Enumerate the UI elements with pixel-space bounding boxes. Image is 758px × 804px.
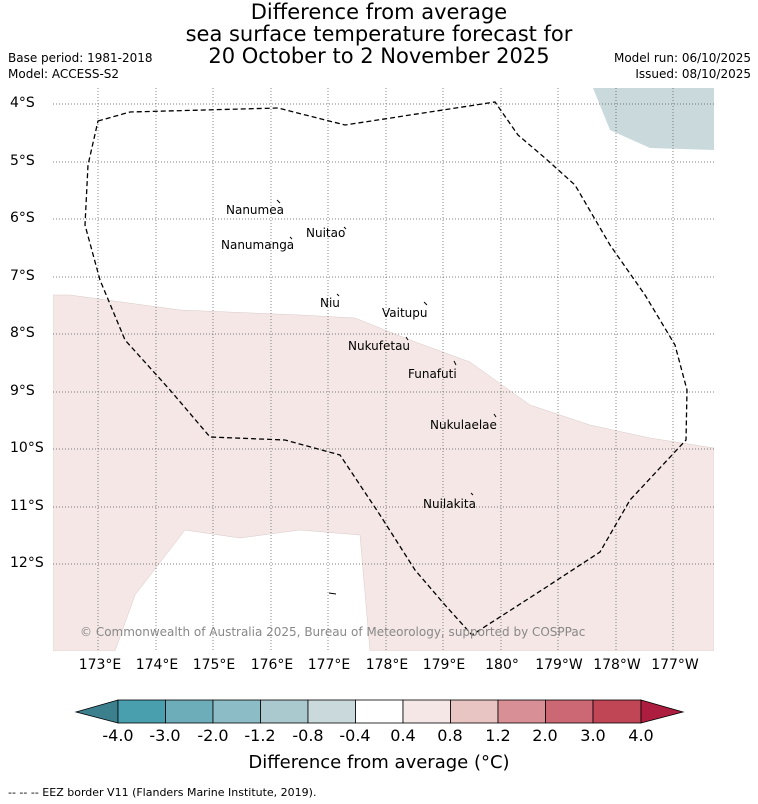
colorbar-bin-5 xyxy=(307,699,356,724)
colorbar-bin-3 xyxy=(212,699,261,724)
cool-anomaly-region xyxy=(593,88,714,150)
colorbar-label: -2.0 xyxy=(197,726,229,745)
colorbar-bin-7 xyxy=(402,699,451,724)
place-nanumanga: Nanumanga xyxy=(221,238,295,252)
colorbar-title: Difference from average (°C) xyxy=(248,752,510,773)
place-nuitao: Nuitao xyxy=(306,226,346,240)
colorbar-bin-10 xyxy=(545,699,594,724)
place-niu: Niu xyxy=(320,296,340,310)
lat-label-8s: 8°S xyxy=(10,325,35,341)
warm-anomaly-region xyxy=(53,294,714,651)
colorbar-bin-9 xyxy=(497,699,546,724)
model-name: Model: ACCESS-S2 xyxy=(8,67,120,81)
lat-label-5s: 5°S xyxy=(10,153,35,169)
base-period: Base period: 1981-2018 xyxy=(8,51,153,65)
place-nanumea: Nanumea xyxy=(226,203,284,217)
colorbar-bin-4 xyxy=(260,699,309,724)
copyright-notice: © Commonwealth of Australia 2025, Bureau… xyxy=(80,625,586,639)
lon-label-179w: 179°W xyxy=(535,657,583,673)
colorbar-label: -3.0 xyxy=(149,726,181,745)
place-nukulaelae: Nukulaelae xyxy=(430,418,497,432)
lat-label-6s: 6°S xyxy=(10,210,35,226)
lon-label-176e: 176°E xyxy=(250,657,294,673)
lon-label-179e: 179°E xyxy=(422,657,466,673)
colorbar-label: 0.8 xyxy=(437,726,463,745)
colorbar-label: -0.4 xyxy=(339,726,371,745)
title-line-1: Difference from average xyxy=(250,0,508,24)
lon-label-178e: 178°E xyxy=(365,657,409,673)
colorbar-label: 2.0 xyxy=(532,726,558,745)
lat-label-12s: 12°S xyxy=(10,555,44,571)
place-nukufetau: Nukufetau xyxy=(348,339,411,353)
issued-date: Issued: 08/10/2025 xyxy=(635,67,751,81)
lon-label-177w: 177°W xyxy=(651,657,699,673)
colorbar xyxy=(74,699,685,724)
colorbar-bin-11 xyxy=(592,699,642,724)
map-area xyxy=(53,88,714,651)
lat-label-7s: 7°S xyxy=(10,268,35,284)
model-run: Model run: 06/10/2025 xyxy=(613,51,751,65)
colorbar-bin-1 xyxy=(117,699,166,724)
colorbar-label: -0.8 xyxy=(292,726,324,745)
islands xyxy=(276,199,497,595)
colorbar-label: 1.2 xyxy=(485,726,511,745)
lon-label-173e: 173°E xyxy=(78,657,122,673)
colorbar-label: -4.0 xyxy=(102,726,134,745)
lat-label-11s: 11°S xyxy=(10,498,44,514)
eez-footnote: -- -- -- EEZ border V11 (Flanders Marine… xyxy=(8,786,317,799)
eez-border xyxy=(84,101,688,636)
lat-label-10s: 10°S xyxy=(10,440,44,456)
title-line-3: 20 October to 2 November 2025 xyxy=(208,44,550,68)
colorbar-high-extend xyxy=(640,699,685,724)
colorbar-bin-8 xyxy=(450,699,499,724)
lon-label-180: 180° xyxy=(485,657,519,673)
colorbar-label: 4.0 xyxy=(628,726,654,745)
lat-label-4s: 4°S xyxy=(10,95,35,111)
colorbar-label: 3.0 xyxy=(580,726,606,745)
place-nuilakita: Nuilakita xyxy=(423,497,476,511)
lon-label-178w: 178°W xyxy=(593,657,641,673)
place-vaitupu: Vaitupu xyxy=(382,306,428,320)
title-line-2: sea surface temperature forecast for xyxy=(185,22,573,46)
place-funafuti: Funafuti xyxy=(408,367,457,381)
colorbar-label: -1.2 xyxy=(244,726,276,745)
colorbar-label: 0.4 xyxy=(390,726,416,745)
lon-label-174e: 174°E xyxy=(135,657,179,673)
lon-label-177e: 177°E xyxy=(307,657,351,673)
colorbar-bin-6 xyxy=(355,699,404,724)
colorbar-bin-2 xyxy=(165,699,214,724)
lat-label-9s: 9°S xyxy=(10,383,35,399)
colorbar-low-extend xyxy=(74,699,119,724)
gridlines xyxy=(53,88,714,651)
lon-label-175e: 175°E xyxy=(192,657,236,673)
